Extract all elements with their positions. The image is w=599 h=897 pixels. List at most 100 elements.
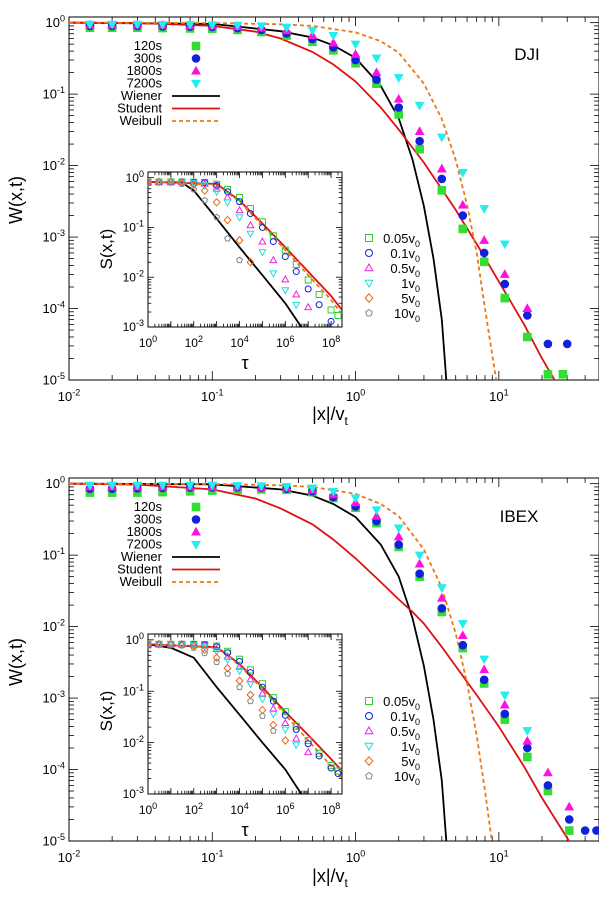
data-point xyxy=(224,670,232,677)
data-point xyxy=(500,293,510,303)
data-point xyxy=(328,32,339,41)
x-tick-label: 10-2 xyxy=(58,849,80,865)
data-point xyxy=(155,178,163,185)
data-point xyxy=(107,481,118,491)
data-point xyxy=(415,136,424,146)
data-point xyxy=(269,727,277,734)
y-tick-label: 10-1 xyxy=(43,546,65,562)
y-tick-label: 10-1 xyxy=(123,219,144,235)
data-point xyxy=(235,214,244,222)
data-point xyxy=(499,691,510,701)
main-y-axis-label: W(x,t) xyxy=(6,638,26,686)
data-point xyxy=(328,37,339,47)
data-point xyxy=(281,711,289,719)
data-point xyxy=(223,663,232,673)
y-tick-label: 10-3 xyxy=(123,785,144,801)
x-tick-label: 100 xyxy=(346,388,365,404)
inset-axis-ticks: 100 102 104 106 108 10-3 10-2 10-1 100 xyxy=(123,169,343,350)
data-point xyxy=(224,649,232,657)
data-point xyxy=(212,184,221,192)
data-point xyxy=(148,639,153,648)
data-point xyxy=(200,645,209,655)
data-point xyxy=(414,551,425,561)
legend-label: 0.1v0 xyxy=(390,709,420,727)
data-point xyxy=(224,185,232,193)
main-data-points xyxy=(85,19,572,379)
y-tick-label: 10-5 xyxy=(43,832,65,848)
y-tick-label: 10-3 xyxy=(123,318,144,334)
main-plot-frame xyxy=(68,16,599,381)
data-point xyxy=(292,734,301,742)
x-tick-label: 106 xyxy=(276,334,294,350)
data-point xyxy=(148,179,153,187)
data-point xyxy=(148,641,153,649)
data-point xyxy=(132,20,143,30)
legend-label: Student xyxy=(117,562,162,577)
data-point xyxy=(350,494,361,504)
data-point xyxy=(177,179,186,187)
data-point xyxy=(292,742,301,750)
data-point xyxy=(189,641,198,651)
data-point xyxy=(200,640,209,649)
inset-x-axis-label: τ xyxy=(241,820,248,840)
legend-marker xyxy=(364,742,374,752)
series-line-power-law-c xyxy=(148,643,342,780)
data-point xyxy=(281,483,292,492)
legend-marker xyxy=(365,771,373,780)
data-point xyxy=(200,182,209,190)
data-point xyxy=(269,720,278,730)
data-point xyxy=(258,237,267,245)
data-point xyxy=(415,569,424,578)
x-tick-label: 102 xyxy=(185,801,203,817)
data-point xyxy=(304,285,312,293)
data-point xyxy=(334,312,342,320)
data-point xyxy=(327,306,335,314)
data-point xyxy=(564,801,575,811)
data-point xyxy=(580,826,590,835)
data-point xyxy=(304,747,313,756)
legend-label: 300s xyxy=(134,51,163,66)
x-tick-label: 104 xyxy=(230,334,248,350)
legend-marker xyxy=(191,515,201,524)
x-tick-label: 100 xyxy=(139,801,157,817)
data-point xyxy=(157,21,168,30)
data-point xyxy=(415,144,424,154)
legend-label: 300s xyxy=(134,512,163,527)
inset-y-axis-label: S(x,t) xyxy=(97,691,116,732)
data-point xyxy=(281,287,290,295)
main-data-points xyxy=(85,481,599,835)
data-point xyxy=(304,740,312,748)
data-point xyxy=(235,667,244,676)
data-point xyxy=(292,301,301,310)
data-point xyxy=(307,26,318,36)
series-line-weibull xyxy=(69,482,493,841)
data-point xyxy=(148,178,152,185)
data-point xyxy=(327,761,335,769)
data-point xyxy=(479,664,490,674)
data-point xyxy=(212,653,221,663)
inset-data-points xyxy=(148,639,342,778)
data-point xyxy=(500,279,510,289)
data-point xyxy=(457,630,468,640)
series-line-weibull xyxy=(69,21,498,380)
data-point xyxy=(235,236,244,245)
data-point xyxy=(190,644,198,651)
data-point xyxy=(292,268,300,276)
x-tick-label: 108 xyxy=(322,334,340,350)
data-point xyxy=(292,722,300,730)
data-point xyxy=(246,220,255,229)
data-point xyxy=(414,101,425,111)
legend-label: 7200s xyxy=(127,76,163,91)
data-point xyxy=(212,188,221,197)
data-point xyxy=(189,178,198,186)
legend-label: 10v0 xyxy=(394,769,420,787)
legend-label: Student xyxy=(117,101,162,116)
legend-marker xyxy=(191,65,201,75)
inset-y-axis-label: S(x,t) xyxy=(97,229,116,270)
data-point xyxy=(269,270,278,278)
legend-marker xyxy=(364,725,374,735)
legend-marker xyxy=(191,80,201,89)
data-point xyxy=(85,481,95,491)
